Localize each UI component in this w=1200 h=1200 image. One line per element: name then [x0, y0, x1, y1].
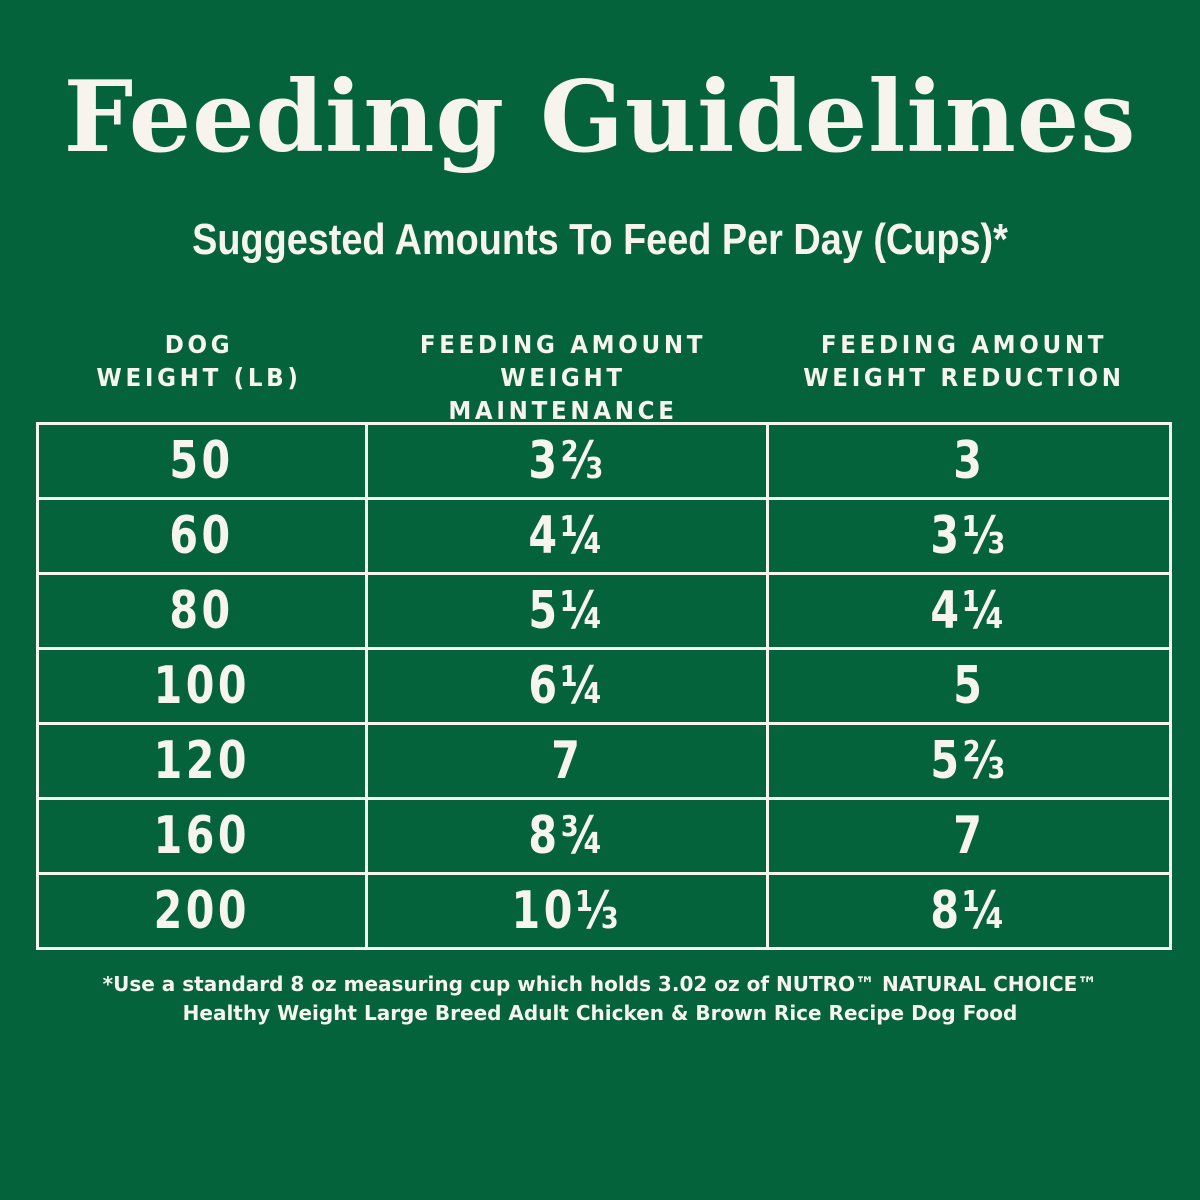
footnote: *Use a standard 8 oz measuring cup which…: [0, 970, 1200, 1028]
weight-cell: 100: [36, 647, 368, 725]
column-header-weight-maintenance: FEEDING AMOUNT WEIGHT MAINTENANCE: [380, 328, 746, 427]
reduction-cell: 5: [766, 647, 1172, 725]
column-header-line: WEIGHT REDUCTION: [803, 363, 1125, 392]
table-row: 50 3⅔ 3: [36, 422, 1172, 500]
page-title: Feeding Guidelines: [63, 60, 1137, 175]
weight-cell: 60: [36, 497, 368, 575]
maintenance-cell: 3⅔: [365, 422, 769, 500]
table-row: 160 8¾ 7: [36, 797, 1172, 875]
maintenance-cell: 10⅓: [365, 872, 769, 950]
maintenance-cell: 8¾: [365, 797, 769, 875]
column-header-line: FEEDING AMOUNT: [820, 330, 1108, 359]
weight-cell: 80: [36, 572, 368, 650]
reduction-cell: 7: [766, 797, 1172, 875]
reduction-cell: 5⅔: [766, 722, 1172, 800]
column-header-weight-reduction: FEEDING AMOUNT WEIGHT REDUCTION: [780, 328, 1148, 394]
weight-cell: 200: [36, 872, 368, 950]
table-row: 100 6¼ 5: [36, 647, 1172, 725]
column-header-line: DOG: [164, 330, 234, 359]
weight-cell: 50: [36, 422, 368, 500]
column-header-line: WEIGHT (LB): [96, 363, 302, 392]
weight-cell: 160: [36, 797, 368, 875]
maintenance-cell: 7: [365, 722, 769, 800]
column-header-line: WEIGHT MAINTENANCE: [448, 363, 678, 425]
reduction-cell: 8¼: [766, 872, 1172, 950]
reduction-cell: 3: [766, 422, 1172, 500]
maintenance-cell: 5¼: [365, 572, 769, 650]
table-row: 200 10⅓ 8¼: [36, 872, 1172, 950]
footnote-line: Healthy Weight Large Breed Adult Chicken…: [182, 1001, 1018, 1025]
reduction-cell: 3⅓: [766, 497, 1172, 575]
page-subtitle: Suggested Amounts To Feed Per Day (Cups)…: [192, 215, 1008, 264]
table-row: 80 5¼ 4¼: [36, 572, 1172, 650]
column-header-line: FEEDING AMOUNT: [419, 330, 707, 359]
footnote-line: *Use a standard 8 oz measuring cup which…: [102, 972, 1098, 996]
maintenance-cell: 4¼: [365, 497, 769, 575]
feeding-table: 50 3⅔ 3 60 4¼ 3⅓ 80 5¼ 4¼ 100 6¼ 5 120 7…: [36, 422, 1172, 950]
column-header-dog-weight: DOG WEIGHT (LB): [49, 328, 349, 394]
weight-cell: 120: [36, 722, 368, 800]
table-row: 60 4¼ 3⅓: [36, 497, 1172, 575]
maintenance-cell: 6¼: [365, 647, 769, 725]
reduction-cell: 4¼: [766, 572, 1172, 650]
table-row: 120 7 5⅔: [36, 722, 1172, 800]
